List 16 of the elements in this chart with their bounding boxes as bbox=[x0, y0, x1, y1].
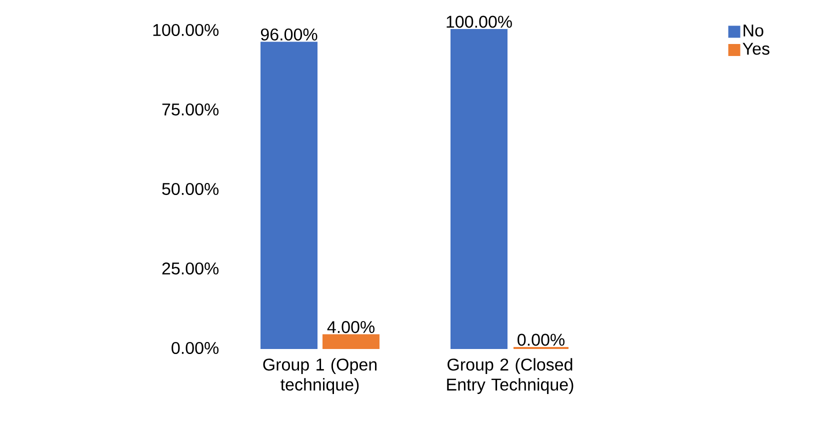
bar bbox=[260, 42, 318, 349]
y-tick-label: 75.00% bbox=[162, 103, 219, 116]
y-tick-label: 100.00% bbox=[153, 24, 219, 36]
x-tick-label: Group 1 (Open technique) bbox=[263, 358, 377, 394]
data-label: 0.00% bbox=[518, 334, 564, 346]
legend-label: No bbox=[744, 24, 764, 37]
y-tick-label: 0.00% bbox=[172, 342, 219, 354]
legend-label: Yes bbox=[742, 42, 770, 55]
y-tick-label: 25.00% bbox=[162, 262, 219, 275]
x-tick-label: Group 2 (Closed Entry Technique) bbox=[447, 358, 574, 394]
bar bbox=[450, 28, 508, 349]
data-label: 96.00% bbox=[260, 28, 318, 41]
data-label: 4.00% bbox=[327, 321, 374, 334]
bar bbox=[322, 334, 380, 349]
y-tick-label: 50.00% bbox=[162, 182, 219, 196]
data-label: 100.00% bbox=[446, 16, 512, 28]
